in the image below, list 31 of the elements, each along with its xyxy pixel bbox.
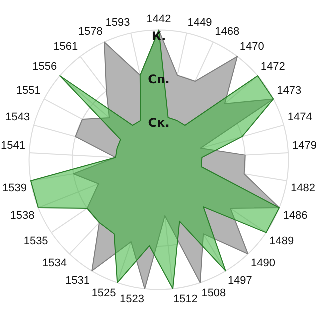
- spoke-label: 1534: [42, 258, 68, 270]
- spoke-label: 1472: [260, 60, 286, 73]
- spoke-label: 1578: [78, 26, 103, 38]
- spoke-label: 1561: [54, 40, 78, 53]
- y-tick-label: Сп.: [148, 72, 170, 87]
- spoke-label: 1531: [66, 275, 90, 288]
- spoke-label: 1593: [106, 16, 130, 29]
- spoke-label: 1523: [120, 294, 145, 306]
- spoke-label: 1474: [288, 112, 312, 124]
- spoke-label: 1525: [92, 287, 116, 300]
- spoke-label: 1508: [202, 287, 226, 300]
- spoke-label: 1556: [32, 60, 58, 73]
- spoke-label: 1482: [290, 182, 316, 194]
- spoke-label: 1512: [173, 294, 198, 306]
- spoke-label: 1479: [292, 140, 318, 152]
- spoke-label: 1442: [146, 14, 172, 26]
- spoke-label: 1541: [0, 140, 26, 152]
- spoke-label: 1449: [188, 16, 212, 29]
- spoke-label: 1543: [6, 112, 30, 124]
- spoke-label: 1470: [240, 40, 264, 53]
- spoke-label: 1538: [10, 210, 35, 222]
- spoke-label: 1490: [250, 258, 276, 270]
- spoke-label: 1551: [16, 84, 41, 97]
- y-tick-label: Ск.: [148, 116, 170, 130]
- spoke-label: 1468: [215, 26, 240, 38]
- spoke-label: 1486: [283, 210, 308, 222]
- spoke-label: 1497: [228, 275, 252, 288]
- spoke-label: 1539: [2, 182, 28, 194]
- spoke-label: 1489: [270, 236, 294, 248]
- spoke-label: 1535: [24, 236, 48, 248]
- spoke-label: 1473: [277, 84, 302, 97]
